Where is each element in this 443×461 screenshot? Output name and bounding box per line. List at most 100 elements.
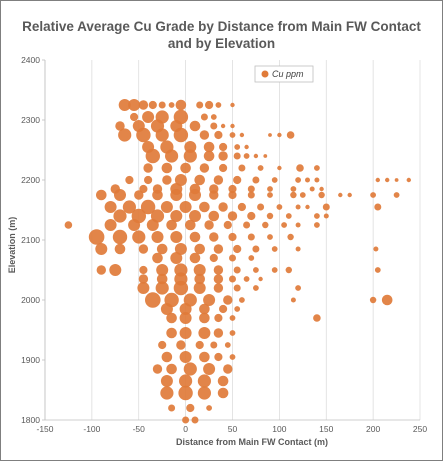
data-point-190 bbox=[194, 273, 205, 285]
data-point-207 bbox=[223, 295, 233, 305]
data-point-100 bbox=[290, 191, 297, 199]
data-point-220 bbox=[214, 313, 223, 323]
data-point-213 bbox=[179, 303, 192, 315]
data-point-9 bbox=[215, 102, 222, 108]
data-point-58 bbox=[257, 165, 264, 171]
data-point-4 bbox=[158, 101, 166, 109]
data-point-170 bbox=[170, 252, 183, 264]
data-point-87 bbox=[290, 186, 297, 192]
y-tick-label-0: 1800 bbox=[21, 415, 40, 425]
x-tick-label-0: -150 bbox=[36, 424, 53, 434]
data-point-28 bbox=[173, 127, 189, 143]
data-point-250 bbox=[217, 387, 229, 399]
data-point-77 bbox=[406, 177, 411, 183]
data-point-212 bbox=[160, 303, 173, 315]
data-point-120 bbox=[374, 203, 382, 211]
data-point-230 bbox=[195, 340, 204, 350]
data-point-24 bbox=[230, 123, 235, 129]
data-point-244 bbox=[179, 374, 193, 388]
data-point-25 bbox=[118, 128, 132, 142]
data-point-146 bbox=[88, 229, 105, 245]
data-point-76 bbox=[394, 178, 399, 182]
data-point-236 bbox=[214, 352, 223, 362]
data-point-102 bbox=[318, 191, 325, 199]
data-point-85 bbox=[247, 185, 255, 193]
data-point-180 bbox=[193, 264, 206, 276]
data-point-145 bbox=[314, 222, 320, 228]
data-point-103 bbox=[338, 192, 343, 198]
data-point-150 bbox=[170, 231, 183, 243]
data-point-188 bbox=[156, 273, 168, 285]
data-point-88 bbox=[309, 186, 315, 192]
data-point-238 bbox=[152, 364, 163, 374]
data-point-23 bbox=[220, 123, 226, 129]
data-point-127 bbox=[227, 211, 238, 221]
data-point-110 bbox=[160, 201, 173, 213]
data-point-30 bbox=[214, 130, 223, 140]
data-point-143 bbox=[281, 222, 287, 228]
data-point-162 bbox=[194, 243, 205, 255]
y-tick-label-5: 2300 bbox=[21, 115, 40, 125]
data-point-56 bbox=[219, 163, 228, 173]
data-point-225 bbox=[198, 327, 211, 339]
data-point-86 bbox=[267, 186, 273, 192]
data-point-65 bbox=[174, 174, 187, 186]
data-point-49 bbox=[243, 153, 250, 159]
data-point-126 bbox=[208, 210, 220, 222]
data-point-21 bbox=[189, 120, 201, 132]
data-point-159 bbox=[138, 244, 149, 254]
data-point-55 bbox=[199, 163, 210, 173]
data-point-114 bbox=[237, 202, 246, 212]
data-point-208 bbox=[239, 297, 245, 303]
chart-title-line1: Relative Average Cu Grade by Distance fr… bbox=[22, 19, 421, 34]
data-point-112 bbox=[199, 201, 210, 213]
data-point-92 bbox=[134, 190, 144, 200]
data-point-239 bbox=[166, 363, 177, 375]
data-point-218 bbox=[179, 312, 192, 324]
data-point-54 bbox=[180, 162, 191, 174]
data-point-157 bbox=[95, 243, 108, 255]
x-tick-label-1: -100 bbox=[83, 424, 100, 434]
data-point-136 bbox=[146, 219, 159, 231]
chart-title: Relative Average Cu Grade by Distance fr… bbox=[0, 18, 443, 52]
data-point-235 bbox=[199, 351, 210, 363]
data-point-160 bbox=[156, 243, 168, 255]
data-point-72 bbox=[305, 177, 310, 183]
data-point-193 bbox=[243, 276, 250, 282]
data-point-117 bbox=[295, 204, 301, 210]
data-point-67 bbox=[213, 175, 224, 185]
data-point-6 bbox=[175, 99, 187, 111]
data-point-70 bbox=[271, 177, 278, 183]
data-point-113 bbox=[218, 202, 228, 212]
data-point-15 bbox=[200, 113, 208, 121]
x-tick-label-6: 150 bbox=[319, 424, 333, 434]
data-point-154 bbox=[247, 233, 255, 241]
data-point-176 bbox=[109, 264, 122, 276]
data-point-192 bbox=[229, 275, 236, 283]
chart-title-line2: and by Elevation bbox=[167, 36, 276, 51]
data-point-224 bbox=[179, 327, 192, 339]
x-tick-label-2: -50 bbox=[133, 424, 146, 434]
data-point-105 bbox=[370, 192, 376, 198]
data-point-111 bbox=[179, 201, 192, 213]
data-point-178 bbox=[156, 264, 169, 276]
data-point-130 bbox=[285, 213, 292, 219]
data-point-223 bbox=[166, 327, 177, 339]
data-point-191 bbox=[213, 274, 224, 284]
data-point-74 bbox=[375, 177, 380, 183]
data-point-200 bbox=[233, 284, 241, 292]
data-point-69 bbox=[252, 176, 260, 184]
data-point-232 bbox=[224, 342, 231, 348]
data-point-48 bbox=[233, 152, 241, 160]
data-point-183 bbox=[253, 267, 259, 273]
data-point-222 bbox=[313, 314, 321, 322]
data-point-59 bbox=[277, 165, 282, 171]
data-point-240 bbox=[183, 362, 197, 376]
data-point-252 bbox=[186, 403, 195, 413]
data-point-241 bbox=[203, 363, 216, 375]
data-point-151 bbox=[189, 231, 201, 243]
data-point-45 bbox=[183, 149, 197, 163]
data-point-254 bbox=[182, 416, 190, 424]
data-point-185 bbox=[285, 266, 292, 274]
data-point-196 bbox=[155, 281, 169, 295]
